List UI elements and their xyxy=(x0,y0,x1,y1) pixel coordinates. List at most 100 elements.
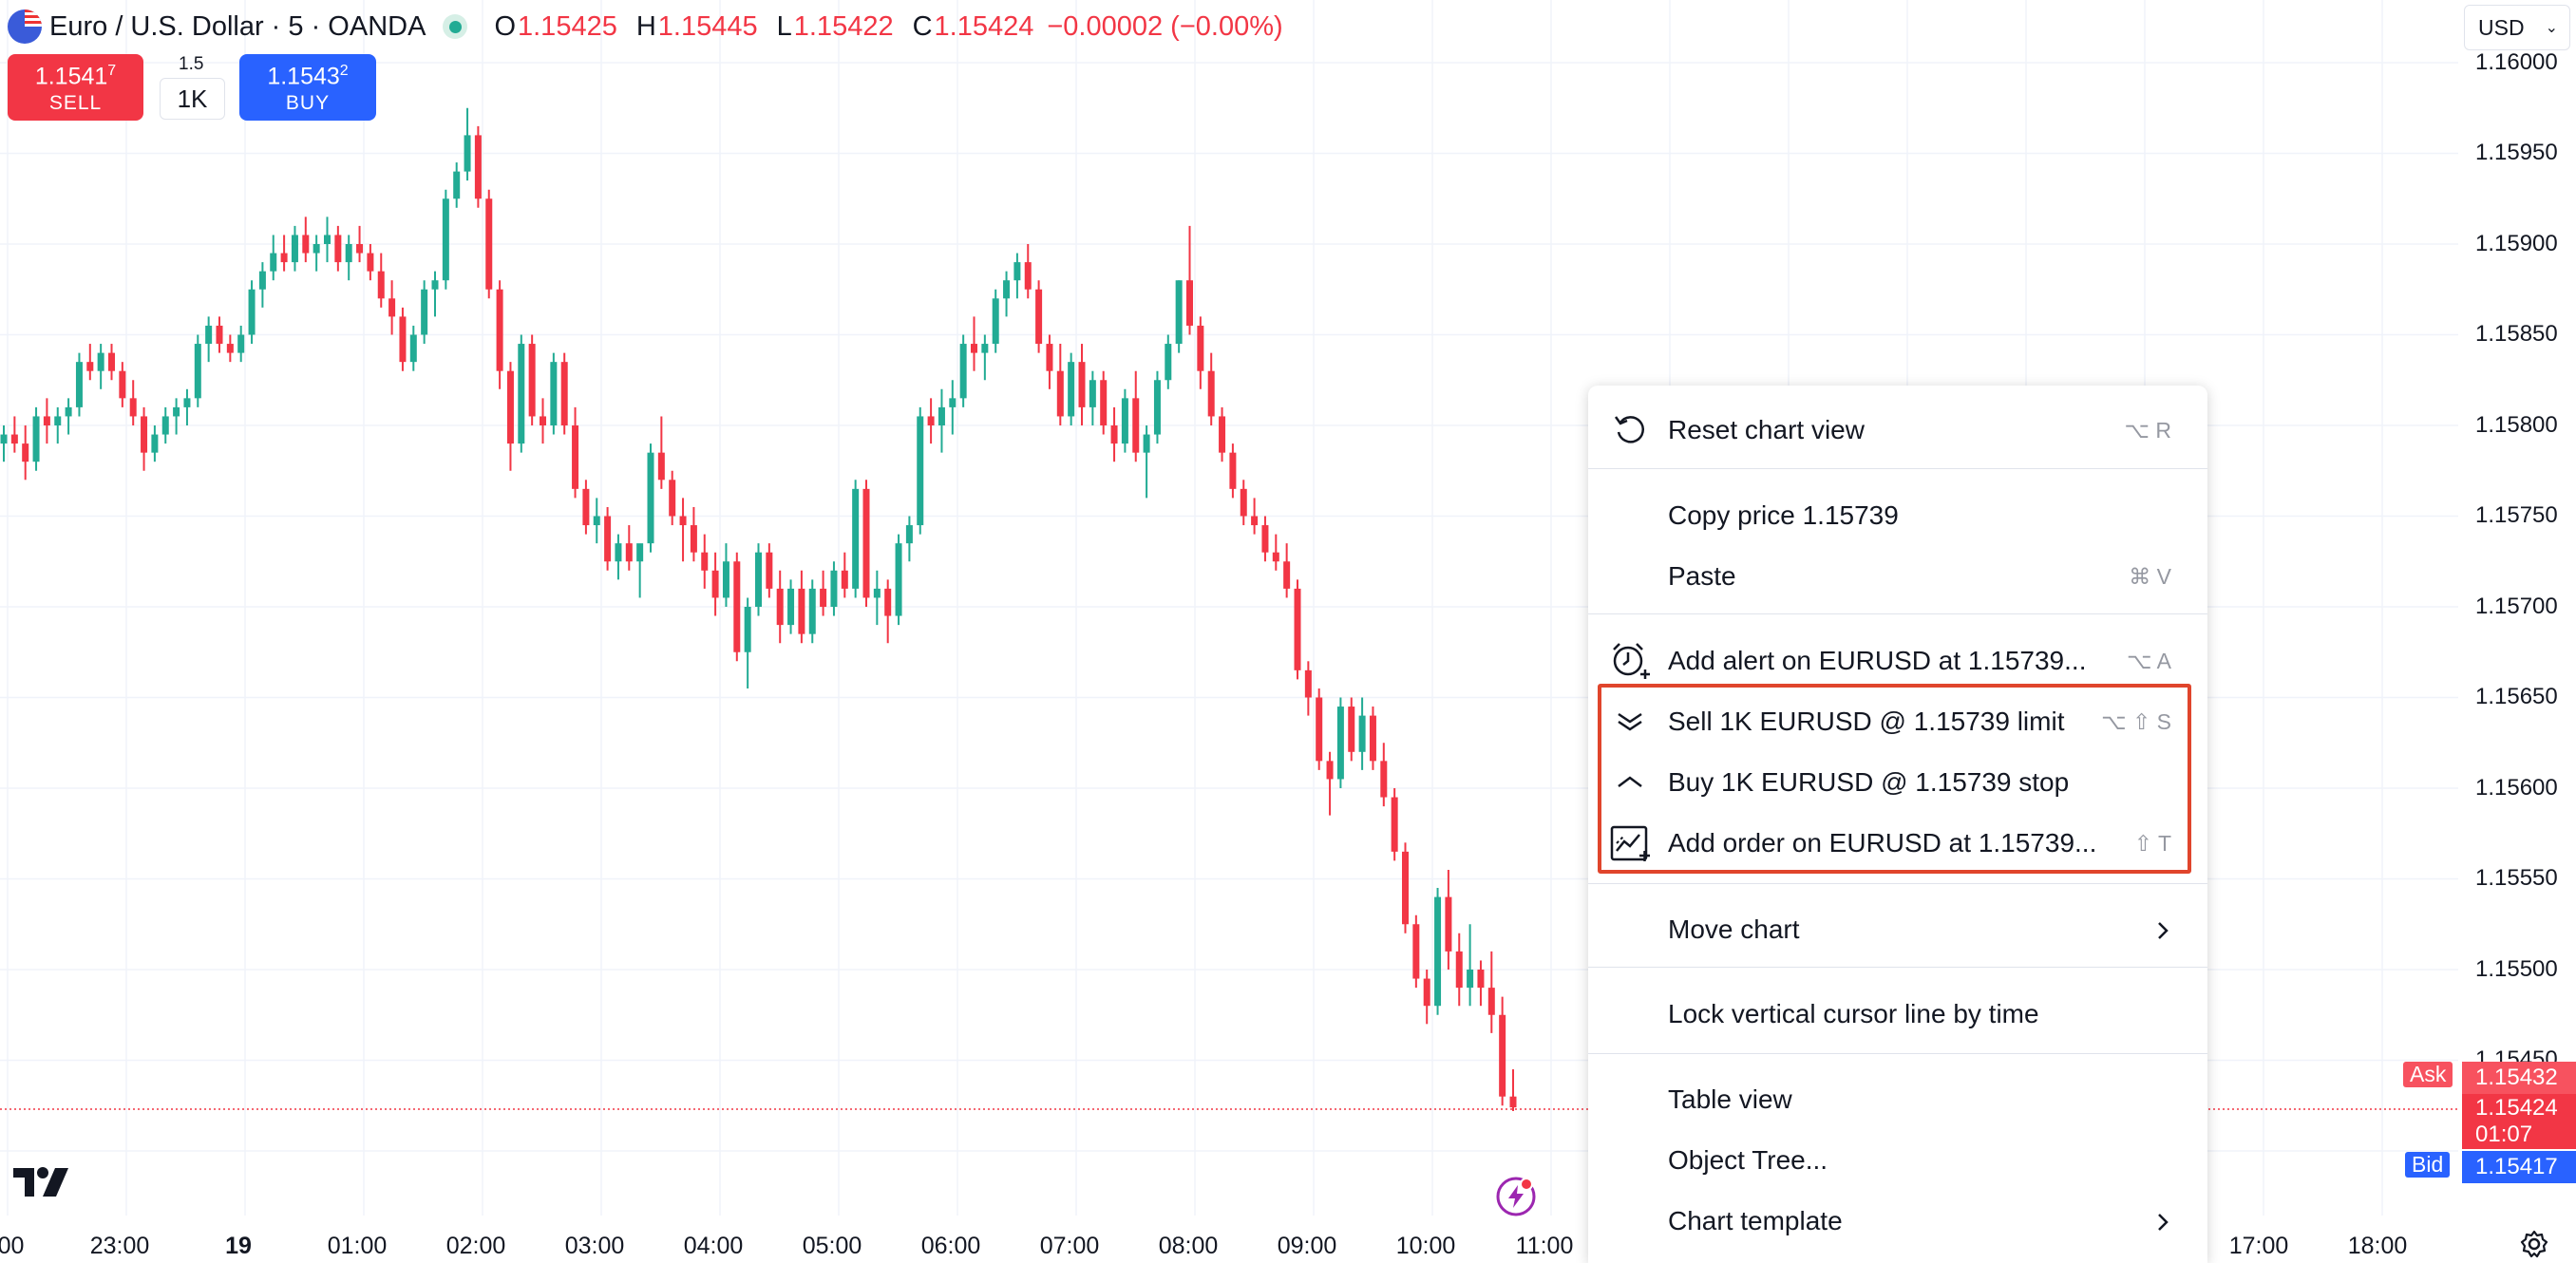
last-price-label: 1.15424 01:07 xyxy=(2462,1094,2576,1149)
candle xyxy=(248,280,256,345)
candle xyxy=(409,325,417,371)
currency-value: USD xyxy=(2478,14,2525,40)
candle xyxy=(367,244,374,281)
candle xyxy=(808,579,816,644)
tradingview-logo-icon[interactable] xyxy=(13,1166,74,1198)
chevron-right-icon xyxy=(2158,1214,2169,1231)
candle-body xyxy=(1251,516,1259,526)
candle xyxy=(1143,425,1150,499)
candle-body xyxy=(895,543,902,616)
add-order-icon xyxy=(1609,822,1651,864)
menu-item-object-tree[interactable]: Object Tree... xyxy=(1588,1130,2207,1191)
candle xyxy=(1434,888,1442,1015)
candle-body xyxy=(1402,851,1409,925)
candle-body xyxy=(1165,344,1172,381)
ohlc-open-value: 1.15425 xyxy=(518,10,617,42)
time-tick: 02:00 xyxy=(445,1233,506,1259)
candle xyxy=(550,352,558,435)
sell-button[interactable]: 1.15417 SELL xyxy=(8,54,143,121)
menu-item-buy-stop[interactable]: Buy 1K EURUSD @ 1.15739 stop xyxy=(1588,752,2207,813)
time-tick: 19 xyxy=(225,1233,252,1259)
menu-item-add-order[interactable]: Add order on EURUSD at 1.15739... ⇧ T xyxy=(1588,813,2207,874)
menu-item-label: Copy price 1.15739 xyxy=(1668,500,1899,530)
sell-price: 1.1541 xyxy=(34,63,108,90)
candle xyxy=(992,289,999,353)
candle xyxy=(711,552,719,616)
menu-item-label: Object Tree... xyxy=(1668,1145,1828,1175)
candle-body xyxy=(1294,588,1301,670)
candle xyxy=(679,498,687,562)
candle xyxy=(766,543,773,598)
double-chevron-down-icon xyxy=(1609,701,1651,743)
candle xyxy=(1035,280,1043,353)
candle xyxy=(280,235,288,272)
candle xyxy=(194,334,201,407)
candle-body xyxy=(755,552,762,607)
candle-body xyxy=(636,543,644,562)
candle xyxy=(1132,370,1140,462)
menu-item-sell-limit[interactable]: Sell 1K EURUSD @ 1.15739 limit ⌥ ⇧ S xyxy=(1588,691,2207,752)
menu-item-chart-template[interactable]: Chart template xyxy=(1588,1191,2207,1252)
candle-body xyxy=(506,370,514,444)
time-axis[interactable]: :00 23:00 19 01:00 02:00 03:00 04:00 05:… xyxy=(0,1225,2458,1263)
menu-item-paste[interactable]: Paste ⌘ V xyxy=(1588,546,2207,607)
candle xyxy=(593,498,600,544)
candle-body xyxy=(744,607,751,652)
buy-button[interactable]: 1.15432 BUY xyxy=(239,54,376,121)
candle-body xyxy=(129,398,137,417)
candle-body xyxy=(421,289,428,335)
candle-body xyxy=(776,588,784,626)
chevron-down-icon: ⌄ xyxy=(2545,20,2558,36)
candle-body xyxy=(205,325,213,345)
gear-icon[interactable] xyxy=(2519,1229,2549,1259)
candlestick-chart[interactable] xyxy=(0,0,2458,1263)
candle-body xyxy=(1013,262,1021,281)
candle-body xyxy=(1316,697,1323,762)
candle-body xyxy=(464,135,471,172)
candle xyxy=(518,334,525,453)
menu-item-move-chart[interactable]: Move chart xyxy=(1588,899,2207,960)
candle-body xyxy=(141,416,148,453)
menu-item-reset-chart-view[interactable]: Reset chart view ⌥ R xyxy=(1588,400,2207,461)
candle xyxy=(474,125,482,208)
menu-item-lock-cursor-line[interactable]: Lock vertical cursor line by time xyxy=(1588,984,2207,1045)
price-axis[interactable]: 1.16000 1.15950 1.15900 1.15850 1.15800 … xyxy=(2460,0,2576,1216)
candle-body xyxy=(1261,525,1269,553)
candle-body xyxy=(1477,970,1485,989)
time-tick: 23:00 xyxy=(89,1233,150,1259)
menu-item-shortcut: ⌥ ⇧ S xyxy=(2101,708,2171,734)
candle-body xyxy=(399,316,407,363)
candle xyxy=(852,480,860,598)
buy-price: 1.1543 xyxy=(267,63,340,90)
candle xyxy=(54,406,62,444)
candle xyxy=(345,235,352,281)
menu-item-add-alert[interactable]: Add alert on EURUSD at 1.15739... ⌥ A xyxy=(1588,631,2207,691)
candle xyxy=(161,406,169,444)
quantity-input[interactable]: 1K xyxy=(160,78,225,120)
currency-select[interactable]: USD ⌄ xyxy=(2464,5,2570,50)
candle xyxy=(1380,743,1388,807)
candle xyxy=(291,225,298,272)
menu-item-copy-price[interactable]: Copy price 1.15739 xyxy=(1588,485,2207,546)
symbol-title[interactable]: Euro / U.S. Dollar · 5 · OANDA xyxy=(49,10,426,42)
candle-body xyxy=(32,416,40,462)
candle-body xyxy=(852,488,860,589)
lightning-icon[interactable] xyxy=(1495,1176,1537,1217)
candle xyxy=(572,406,579,499)
candle-body xyxy=(917,416,924,526)
candle xyxy=(1121,388,1128,453)
candle xyxy=(1219,406,1226,462)
candle-body xyxy=(54,416,62,425)
ohlc-high-value: 1.15445 xyxy=(657,10,758,42)
menu-item-label: Move chart xyxy=(1668,914,1800,944)
candle xyxy=(119,362,126,407)
candle xyxy=(1207,352,1215,425)
candle-body xyxy=(1003,280,1011,299)
candle-body xyxy=(959,344,967,399)
candle xyxy=(1068,352,1075,425)
menu-item-table-view[interactable]: Table view xyxy=(1588,1069,2207,1130)
candle xyxy=(302,217,310,263)
price-tick: 1.15500 xyxy=(2475,956,2558,982)
price-tick: 1.15700 xyxy=(2475,594,2558,619)
candle-body xyxy=(1272,552,1279,562)
